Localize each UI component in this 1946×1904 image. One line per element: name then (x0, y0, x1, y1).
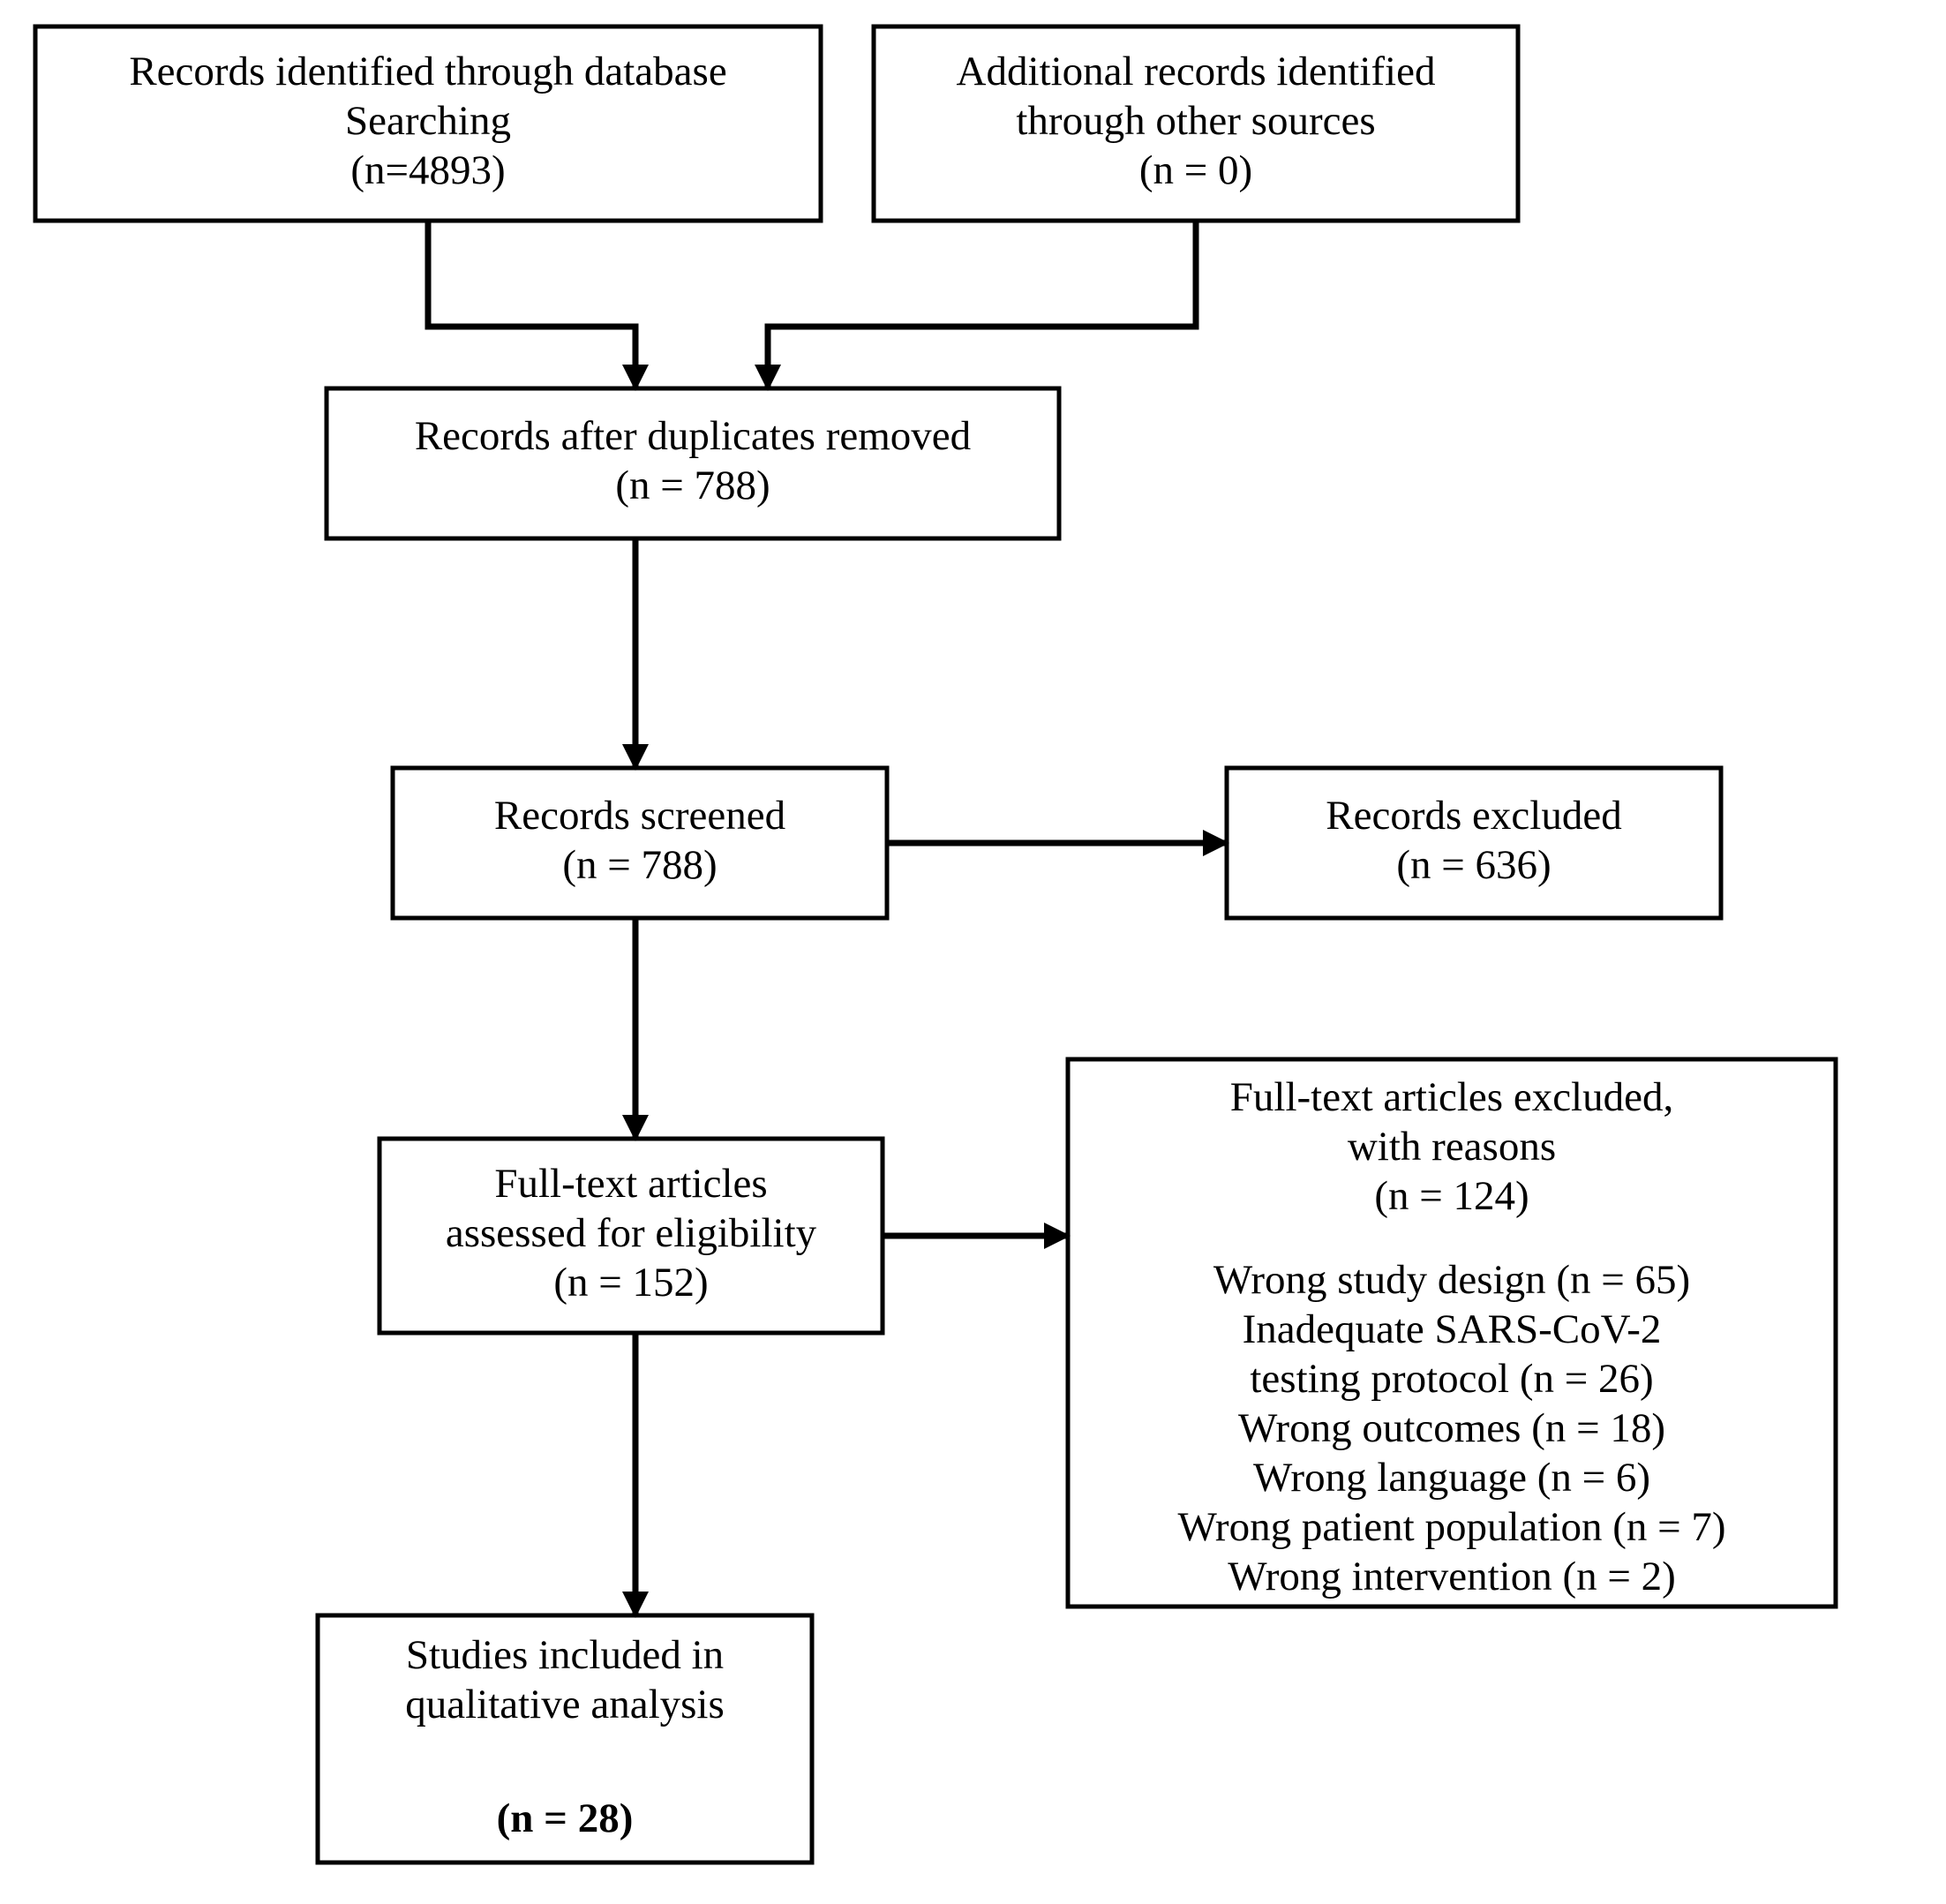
included-count: (n = 28) (497, 1795, 634, 1841)
edge-identification_other-to-after_duplicates (768, 221, 1196, 388)
excluded_fulltext-reason-line: Wrong patient population (n = 7) (1177, 1504, 1725, 1550)
fulltext-line: Full-text articles (494, 1161, 767, 1207)
identification_other-line: through other sources (1016, 98, 1375, 144)
excluded_fulltext-header-line: (n = 124) (1374, 1173, 1529, 1219)
included-line: Studies included in (406, 1632, 724, 1678)
excluded_screen-line: Records excluded (1326, 793, 1621, 839)
included-line: qualitative analysis (405, 1682, 725, 1727)
after_duplicates-line: (n = 788) (615, 463, 770, 508)
after_duplicates-line: Records after duplicates removed (415, 413, 971, 459)
identification_other-line: (n = 0) (1139, 147, 1252, 193)
excluded_fulltext-reason-line: Wrong language (n = 6) (1253, 1455, 1650, 1501)
excluded_fulltext-reason-line: testing protocol (n = 26) (1250, 1356, 1653, 1402)
fulltext-line: (n = 152) (553, 1260, 708, 1306)
excluded_screen-line: (n = 636) (1396, 842, 1551, 888)
fulltext-line: assessed for eligibility (446, 1210, 817, 1256)
identification_db-line: Searching (345, 98, 511, 144)
excluded_fulltext-reason-line: Wrong study design (n = 65) (1213, 1257, 1690, 1303)
prisma-flowchart: Records identified through databaseSearc… (0, 0, 1946, 1904)
screened-line: (n = 788) (562, 842, 717, 888)
identification_other-line: Additional records identified (957, 49, 1436, 94)
excluded_fulltext-reason-line: Wrong intervention (n = 2) (1228, 1554, 1676, 1599)
identification_db-line: Records identified through database (129, 49, 726, 94)
excluded_fulltext-header-line: with reasons (1348, 1124, 1556, 1170)
screened-line: Records screened (494, 793, 785, 839)
identification_db-line: (n=4893) (350, 147, 505, 193)
excluded_fulltext-reason-line: Inadequate SARS-CoV-2 (1243, 1306, 1662, 1352)
edge-identification_db-to-after_duplicates (428, 221, 635, 388)
excluded_fulltext-header-line: Full-text articles excluded, (1230, 1074, 1673, 1120)
excluded_fulltext-reason-line: Wrong outcomes (n = 18) (1238, 1405, 1665, 1451)
